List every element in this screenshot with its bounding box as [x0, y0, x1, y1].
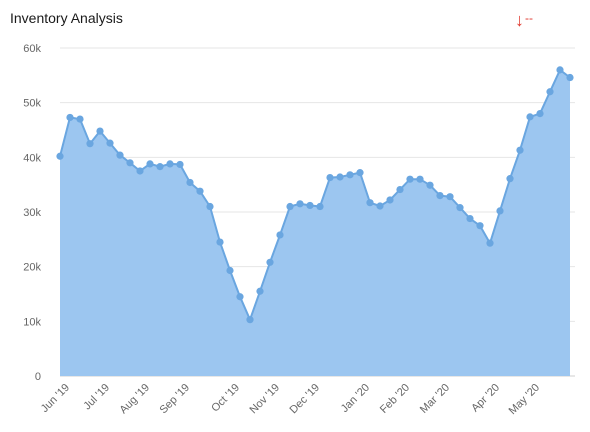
data-point — [296, 200, 304, 208]
data-point — [256, 287, 264, 295]
data-point — [196, 187, 204, 195]
data-point — [306, 201, 314, 210]
y-tick-label: 0 — [35, 371, 41, 383]
y-axis: 0 10k 20k 30k 40k 50k 60k — [23, 43, 41, 383]
data-point — [276, 231, 284, 239]
arrow-down-icon: ↓ — [515, 10, 524, 30]
x-tick-label: Oct '19 — [209, 382, 242, 415]
data-point — [86, 140, 94, 148]
data-point — [566, 73, 574, 82]
data-point — [66, 113, 74, 122]
y-tick-label: 50k — [23, 98, 41, 110]
area-fill — [60, 69, 570, 377]
x-tick-label: Aug '19 — [117, 382, 152, 417]
data-point — [326, 173, 334, 182]
data-point — [286, 202, 294, 211]
trend-value: -- — [525, 11, 533, 25]
data-point — [346, 171, 354, 179]
data-point — [216, 238, 224, 246]
data-point — [376, 202, 384, 210]
data-point — [106, 139, 114, 147]
data-point — [206, 202, 214, 211]
data-point — [186, 178, 194, 187]
x-tick-label: Nov '19 — [248, 382, 283, 417]
data-point — [146, 160, 154, 168]
y-tick-label: 60k — [23, 43, 41, 55]
data-point — [56, 152, 64, 160]
data-point — [416, 175, 424, 183]
data-point — [546, 88, 554, 96]
data-point — [396, 185, 404, 194]
x-tick-label: Dec '19 — [288, 382, 323, 417]
x-tick-label: Jul '19 — [81, 382, 112, 413]
y-tick-label: 20k — [23, 262, 41, 274]
data-point — [516, 146, 524, 154]
data-point — [486, 239, 494, 247]
data-point — [116, 151, 124, 159]
data-point — [466, 214, 474, 223]
y-tick-label: 40k — [23, 152, 41, 164]
x-tick-label: Apr '20 — [469, 382, 502, 415]
data-point — [446, 193, 454, 201]
data-point — [266, 258, 274, 266]
x-tick-label: Mar '20 — [418, 382, 452, 416]
data-point — [226, 266, 234, 275]
x-axis: Jun '19 Jul '19 Aug '19 Sep '19 Oct '19 Nov '… — [39, 382, 542, 417]
data-point — [426, 181, 434, 189]
data-point — [476, 222, 484, 230]
data-point — [156, 163, 164, 171]
data-point — [96, 127, 104, 135]
data-point — [76, 115, 84, 123]
x-tick-label: Feb '20 — [378, 382, 412, 416]
data-point — [166, 160, 174, 168]
data-point — [386, 196, 394, 204]
x-tick-label: Jun '19 — [39, 382, 72, 415]
x-tick-label: Jan '20 — [339, 382, 372, 415]
chart-title: Inventory Analysis — [10, 10, 123, 26]
data-point — [406, 175, 414, 183]
data-point — [316, 202, 324, 211]
data-point — [556, 66, 564, 74]
data-point — [126, 159, 134, 167]
data-points — [56, 66, 574, 324]
data-point — [366, 199, 374, 207]
y-tick-label: 30k — [23, 207, 41, 219]
data-point — [356, 169, 364, 177]
data-point — [436, 192, 444, 200]
data-point — [236, 293, 244, 301]
data-point — [246, 316, 254, 324]
data-point — [536, 110, 544, 118]
data-point — [136, 167, 144, 175]
data-point — [496, 207, 504, 215]
trend-indicator: ↓-- — [515, 8, 533, 30]
data-point — [456, 204, 464, 212]
data-point — [526, 113, 534, 121]
data-point — [506, 175, 514, 183]
data-point — [176, 160, 184, 169]
x-tick-label: May '20 — [507, 382, 542, 417]
series-line — [59, 68, 571, 323]
data-point — [336, 173, 344, 181]
x-tick-label: Sep '19 — [157, 382, 192, 417]
y-tick-label: 10k — [23, 316, 41, 328]
